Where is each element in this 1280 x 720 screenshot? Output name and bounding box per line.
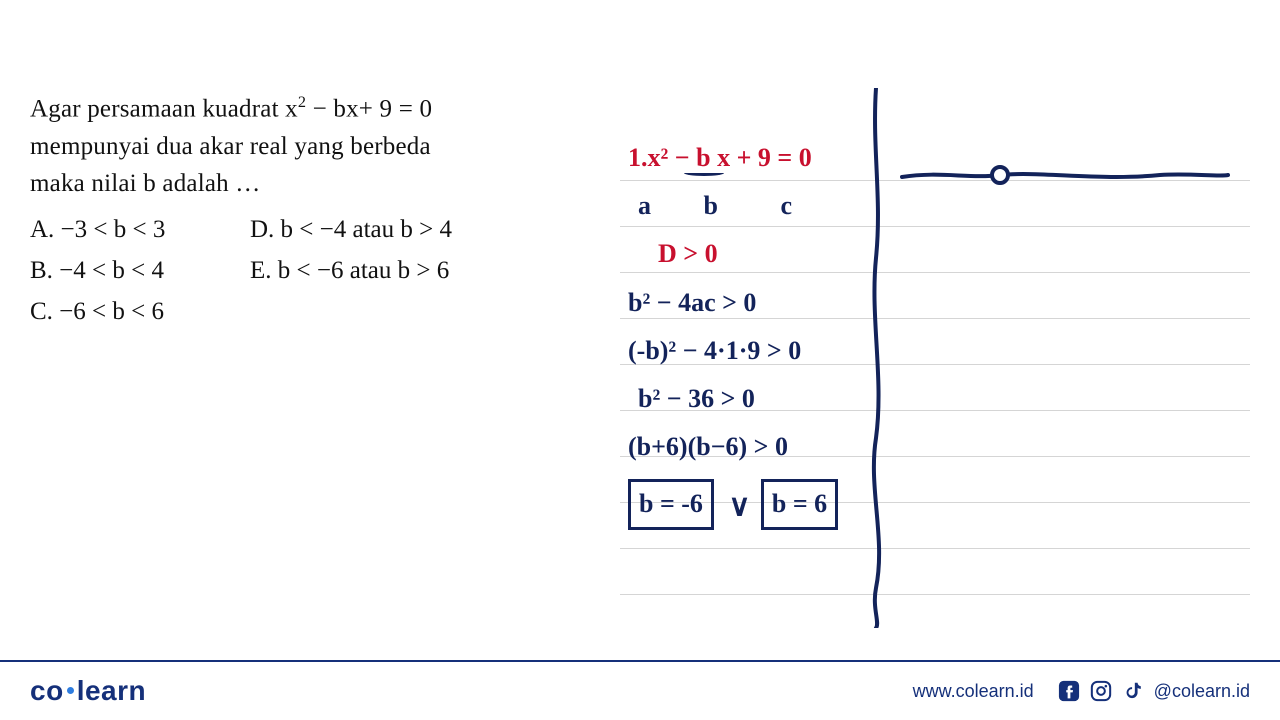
hw-subst-text: (-b)² − 4·1·9 > 0	[628, 336, 801, 365]
hw-simpl: b² − 36 > 0	[628, 377, 888, 421]
hw-factor-text: (b+6)(b−6) > 0	[628, 432, 788, 461]
content-area: Agar persamaan kuadrat x2 − bx+ 9 = 0 me…	[0, 0, 1280, 660]
hw-disc-text: b² − 4ac > 0	[628, 288, 756, 317]
footer: colearn www.colearn.id @colearn.id	[0, 660, 1280, 720]
hw-or: ∨	[728, 490, 750, 523]
logo-right: learn	[77, 675, 146, 706]
hw-equation: 1.x² − b x + 9 = 0	[628, 136, 888, 180]
hw-d-text: D > 0	[658, 239, 718, 268]
footer-right: www.colearn.id @colearn.id	[913, 680, 1250, 702]
hw-a: a	[638, 191, 651, 220]
footer-url: www.colearn.id	[913, 681, 1034, 702]
facebook-icon	[1058, 680, 1080, 702]
hw-subst: (-b)² − 4·1·9 > 0	[628, 329, 888, 373]
hw-c: c	[780, 191, 792, 220]
hw-root2: b = 6	[761, 479, 838, 529]
social-icons: @colearn.id	[1058, 680, 1250, 702]
logo-dot-icon	[67, 687, 74, 694]
logo-left: co	[30, 675, 64, 706]
hw-roots: b = -6 ∨ b = 6	[628, 479, 888, 532]
numberline-open-circle	[992, 167, 1008, 183]
footer-handle: @colearn.id	[1154, 681, 1250, 702]
number-line	[900, 155, 1230, 195]
handwriting-column: 1.x² − b x + 9 = 0 a b c D > 0 b² − 4ac …	[628, 130, 888, 532]
hw-root1: b = -6	[628, 479, 714, 529]
tiktok-icon	[1122, 680, 1144, 702]
hw-b: b	[704, 191, 718, 220]
brand-logo: colearn	[30, 675, 146, 707]
hw-underline-b	[684, 170, 724, 176]
hw-eq-text: 1.x² − b x + 9 = 0	[628, 143, 812, 172]
hw-simpl-text: b² − 36 > 0	[638, 384, 755, 413]
hw-factor: (b+6)(b−6) > 0	[628, 425, 888, 469]
hw-abc: a b c	[628, 184, 888, 228]
vertical-separator	[862, 88, 892, 628]
hw-discriminant: b² − 4ac > 0	[628, 281, 888, 325]
instagram-icon	[1090, 680, 1112, 702]
hw-discriminant-cond: D > 0	[628, 232, 888, 276]
